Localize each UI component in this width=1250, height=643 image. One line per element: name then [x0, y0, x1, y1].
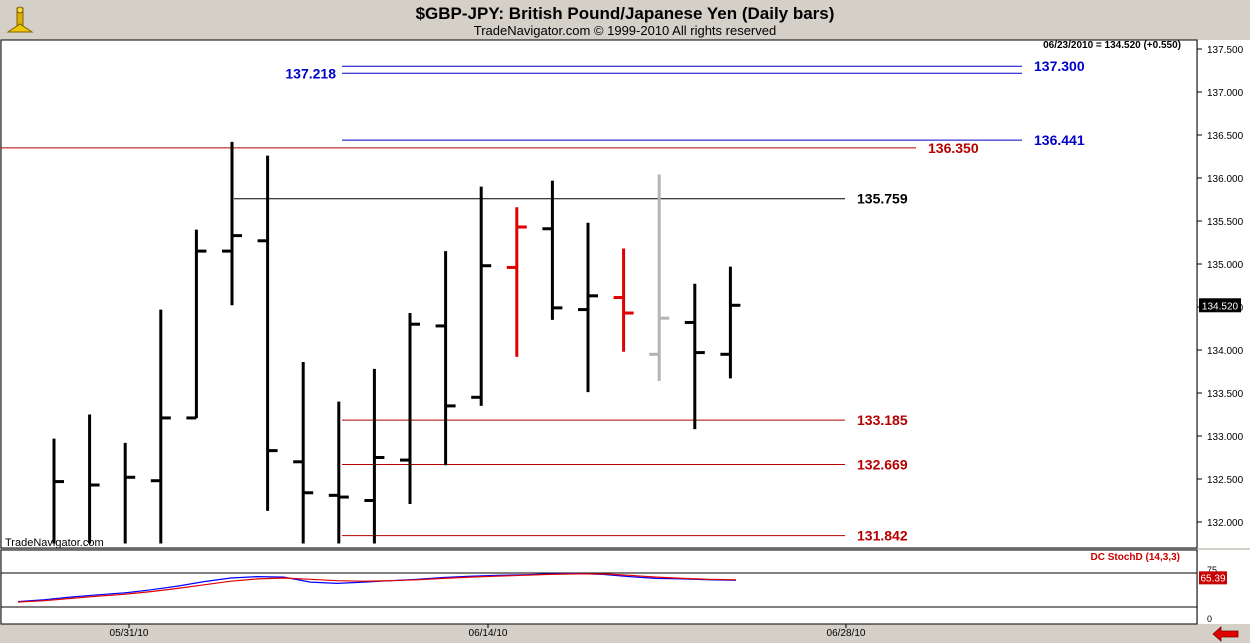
info-line: 06/23/2010 = 134.520 (+0.550) [1043, 40, 1181, 51]
y-tick-label: 132.000 [1207, 518, 1244, 529]
y-tick-label: 133.000 [1207, 432, 1244, 443]
level-label: 132.669 [857, 456, 908, 472]
scroll-left-arrow-icon[interactable] [1210, 626, 1240, 642]
stoch-indicator: 75 0 [1, 565, 1217, 624]
tradenavigator-logo-icon [4, 4, 36, 36]
stoch-value-label: 65.39 [1200, 573, 1225, 584]
last-price-label: 134.520 [1202, 301, 1239, 312]
x-tick-label: 06/14/10 [469, 628, 508, 639]
price-panel [0, 39, 1198, 549]
level-label: 133.185 [857, 412, 908, 428]
x-tick-label: 05/31/10 [110, 628, 149, 639]
x-axis: 05/31/10 06/14/10 06/28/10 [110, 624, 866, 639]
last-price-tag: 134.520 [1199, 298, 1241, 313]
price-axis-area [1198, 40, 1250, 548]
level-label: 136.350 [928, 140, 979, 156]
y-tick-label: 136.000 [1207, 174, 1244, 185]
y-tick-label: 133.500 [1207, 389, 1244, 400]
price-axis: 132.000 132.500 133.000 133.500 134.000 134.5… [1197, 45, 1244, 529]
y-tick-label: 135.500 [1207, 217, 1244, 228]
y-tick-label: 137.000 [1207, 88, 1244, 99]
level-label: 136.441 [1034, 132, 1085, 148]
stoch-panel [0, 549, 1198, 625]
stoch-label: DC StochD (14,3,3) [1091, 552, 1180, 563]
stoch-value-tag: 65.39 [1199, 571, 1227, 585]
y-tick-label: 136.500 [1207, 131, 1244, 142]
stoch-tick-label: 75 [1207, 565, 1217, 575]
y-tick-label: 137.500 [1207, 45, 1244, 56]
y-tick-label: 135.000 [1207, 260, 1244, 271]
watermark: TradeNavigator.com [5, 537, 104, 549]
y-tick-label: 132.500 [1207, 475, 1244, 486]
level-label: 131.842 [857, 528, 908, 544]
stoch-tick-label: 0 [1207, 614, 1212, 624]
x-tick-label: 06/28/10 [827, 628, 866, 639]
y-tick-label: 134.000 [1207, 346, 1244, 357]
level-lines: 137.300 137.218 136.441 136.350 135.759 133.1… [1, 58, 1085, 544]
price-bars [52, 141, 741, 544]
stoch-axis-area [1198, 550, 1250, 624]
stoch-line [17, 573, 737, 603]
chart-title: $GBP-JPY: British Pound/Japanese Yen (Da… [415, 4, 835, 23]
level-label: 137.300 [1034, 58, 1085, 74]
level-label: 135.759 [857, 191, 908, 207]
level-label: 137.218 [285, 65, 336, 81]
chart-subtitle: TradeNavigator.com © 1999-2010 All right… [473, 23, 777, 38]
